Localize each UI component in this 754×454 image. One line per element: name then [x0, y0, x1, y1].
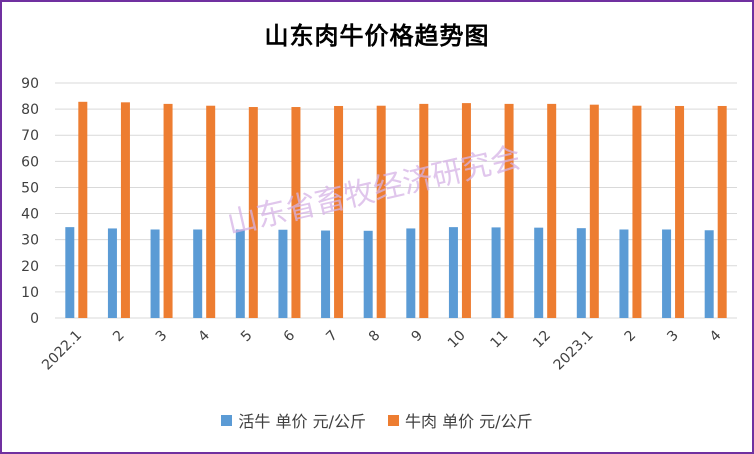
bar-beef-10 — [504, 103, 514, 318]
x-tick-label: 3 — [153, 328, 171, 346]
watermark: 山东省畜牧经济研究会 — [224, 140, 524, 242]
x-tick-label: 12 — [530, 328, 554, 352]
legend-swatch — [221, 414, 233, 426]
bar-live-cattle-10 — [491, 227, 501, 318]
bar-beef-3 — [206, 105, 216, 318]
x-tick-label: 2 — [622, 328, 640, 346]
bar-live-cattle-2 — [150, 229, 160, 318]
x-tick-label: 8 — [366, 328, 384, 346]
bar-beef-6 — [334, 105, 344, 318]
bar-beef-4 — [248, 107, 258, 319]
x-tick-label: 4 — [195, 327, 213, 345]
x-tick-label: 6 — [281, 327, 299, 345]
x-tick-label: 5 — [238, 328, 256, 346]
y-tick-label: 80 — [21, 102, 39, 118]
y-tick-label: 10 — [21, 285, 39, 301]
bar-live-cattle-5 — [278, 229, 288, 318]
bar-live-cattle-15 — [704, 230, 714, 318]
bar-beef-15 — [717, 105, 727, 318]
bar-live-cattle-11 — [534, 227, 544, 318]
bar-beef-5 — [291, 107, 301, 319]
bar-live-cattle-13 — [619, 229, 629, 318]
bar-live-cattle-6 — [321, 230, 331, 318]
y-tick-label: 0 — [30, 311, 39, 327]
x-tick-label: 11 — [487, 328, 511, 352]
y-tick-label: 50 — [21, 180, 39, 196]
bar-beef-12 — [589, 104, 599, 318]
legend-item: 活牛 单价 元/公斤 — [221, 408, 366, 432]
x-tick-label: 2 — [110, 328, 128, 346]
y-tick-label: 30 — [21, 233, 39, 249]
x-tick-label: 2022.1 — [39, 328, 85, 374]
bar-beef-0 — [78, 101, 88, 318]
y-tick-label: 40 — [21, 207, 39, 223]
bar-live-cattle-0 — [65, 227, 75, 318]
legend-item: 牛肉 单价 元/公斤 — [388, 408, 533, 432]
bar-beef-11 — [547, 103, 557, 318]
x-tick-label: 3 — [664, 328, 682, 346]
bar-beef-9 — [461, 103, 471, 318]
x-tick-label: 10 — [445, 328, 469, 352]
y-axis-ticks: 0 10 20 30 40 50 60 70 80 90 — [21, 76, 39, 327]
bar-beef-13 — [632, 105, 642, 318]
bar-live-cattle-12 — [576, 228, 586, 318]
y-tick-label: 60 — [21, 154, 39, 170]
bar-live-cattle-14 — [662, 229, 672, 318]
y-tick-label: 90 — [21, 76, 39, 92]
bar-live-cattle-3 — [193, 229, 203, 318]
x-tick-label: 4 — [707, 327, 725, 345]
y-tick-label: 20 — [21, 259, 39, 275]
x-tick-label: 7 — [323, 328, 341, 346]
x-tick-label: 2023.1 — [551, 328, 597, 374]
chart-title: 山东肉牛价格趋势图 — [264, 22, 490, 50]
bar-live-cattle-4 — [235, 229, 245, 318]
legend-label: 活牛 单价 元/公斤 — [238, 412, 366, 431]
legend-swatch — [388, 414, 399, 426]
x-tick-label: 9 — [409, 328, 427, 346]
bar-beef-14 — [675, 105, 685, 318]
bar-beef-1 — [120, 102, 130, 318]
legend-label: 牛肉 单价 元/公斤 — [405, 412, 533, 431]
bar-live-cattle-7 — [363, 230, 373, 318]
bar-live-cattle-1 — [107, 228, 117, 318]
bars — [65, 101, 727, 319]
bar-beef-2 — [163, 103, 173, 318]
y-tick-label: 70 — [21, 128, 39, 144]
bar-beef-8 — [419, 103, 429, 318]
bar-beef-7 — [376, 105, 386, 318]
legend: 活牛 单价 元/公斤 牛肉 单价 元/公斤 — [2, 408, 752, 432]
bar-live-cattle-9 — [448, 227, 458, 318]
bar-live-cattle-8 — [406, 228, 416, 318]
